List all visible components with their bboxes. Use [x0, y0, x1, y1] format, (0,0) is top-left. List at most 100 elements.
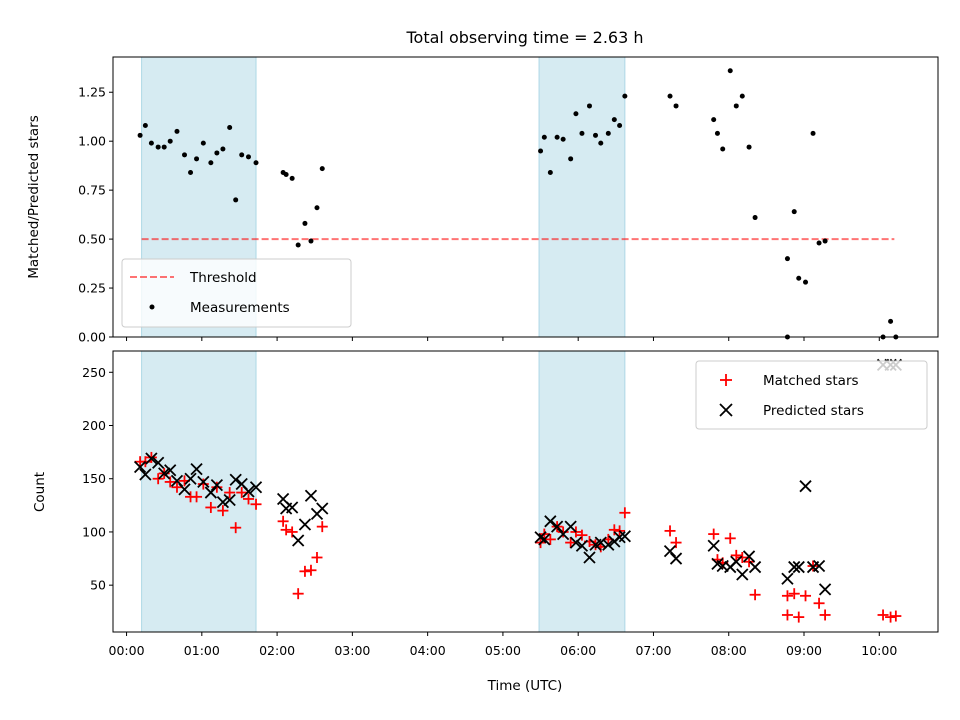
predicted-star-point — [178, 483, 191, 496]
measurement-point — [214, 150, 220, 156]
measurement-point — [253, 160, 259, 166]
ratio-panel-ylabel: Matched/Predicted stars — [26, 115, 42, 278]
matched-star-point — [743, 556, 755, 568]
predicted-star-point — [184, 472, 197, 485]
y-tick-label: 100 — [82, 524, 106, 539]
x-tick-label: 00:00 — [109, 643, 145, 658]
x-tick-label: 05:00 — [485, 643, 521, 658]
predicted-star-point — [210, 478, 224, 492]
measurement-point — [155, 144, 161, 150]
ratio-legend-box — [121, 258, 352, 328]
predicted-star-point — [669, 552, 683, 565]
count-panel-ylabel: Count — [32, 472, 48, 512]
measurement-point — [174, 128, 180, 134]
predicted-star-point — [139, 468, 152, 481]
predicted-star-stroke — [575, 539, 589, 552]
matched-star-point — [236, 487, 248, 499]
measurement-point — [568, 156, 574, 162]
count-legend-box — [695, 360, 928, 430]
predicted-star-point — [229, 473, 242, 486]
predicted-star-point — [575, 539, 589, 552]
shaded-interval-2 — [538, 350, 626, 633]
measurement-point — [752, 215, 758, 221]
matched-star-point — [217, 505, 229, 517]
matched-star-point — [305, 564, 317, 576]
predicted-star-stroke — [178, 483, 191, 496]
predicted-star-stroke — [602, 538, 615, 551]
ratio-panel-legend: Threshold Measurements — [121, 258, 352, 328]
y-tick-label: 200 — [82, 418, 106, 433]
matched-star-point — [565, 537, 577, 549]
predicted-star-point — [544, 515, 557, 528]
measurements-legend-label: Measurements — [190, 300, 290, 316]
x-axis-label: Time (UTC) — [487, 678, 563, 694]
measurement-point — [593, 132, 599, 138]
measurement-point — [586, 103, 592, 109]
predicted-star-point — [799, 480, 812, 493]
predicted-star-stroke — [204, 486, 217, 499]
predicted-star-point — [249, 481, 263, 494]
y-tick-label: 1.00 — [78, 134, 106, 149]
x-tick-label: 10:00 — [861, 643, 897, 658]
predicted-star-stroke — [216, 496, 230, 509]
matched-star-point — [800, 590, 812, 602]
measurement-point — [822, 238, 828, 244]
measurements-legend-swatch — [149, 304, 155, 310]
measurement-point — [308, 238, 314, 244]
predicted-star-point — [792, 560, 805, 574]
predicted-star-stroke — [164, 464, 177, 477]
measurement-point — [245, 154, 251, 160]
predicted-star-stroke — [564, 520, 577, 533]
measurement-point — [142, 123, 148, 129]
predicted-star-stroke — [139, 468, 152, 481]
matched-star-point — [619, 507, 631, 519]
predicted-star-point — [316, 502, 329, 515]
matched-star-point — [286, 526, 298, 538]
matched-star-point — [557, 526, 569, 538]
measurement-point — [888, 318, 894, 324]
predicted-star-point — [602, 538, 615, 551]
measurement-point — [239, 152, 245, 158]
predicted-star-point — [730, 555, 743, 568]
predicted-star-point — [736, 568, 749, 581]
measurement-point — [220, 146, 226, 152]
predicted-star-stroke — [133, 460, 147, 474]
predicted-star-point — [190, 463, 203, 476]
x-tick-label: 07:00 — [635, 643, 671, 658]
shaded-interval-1 — [141, 350, 257, 633]
count-panel-legend: Matched stars Predicted stars — [695, 360, 928, 430]
predicted-star-point — [564, 520, 577, 533]
matched-star-point — [877, 609, 889, 621]
predicted-star-stroke — [223, 493, 236, 507]
measurement-point — [137, 132, 143, 138]
measurement-point — [733, 103, 739, 109]
predicted-star-point — [550, 520, 564, 533]
y-tick-label: 0.25 — [78, 281, 106, 296]
predicted-star-point — [707, 539, 720, 552]
matched-star-point — [724, 532, 736, 544]
predicted-star-stroke — [730, 555, 743, 568]
measurement-point — [810, 130, 816, 136]
shaded-interval-2 — [538, 56, 626, 338]
matched-star-point — [152, 473, 164, 485]
matched-star-point — [890, 610, 902, 622]
measurement-point — [673, 103, 679, 109]
matched-star-point — [793, 611, 805, 623]
measurement-point — [289, 175, 295, 181]
predicted-star-stroke — [242, 485, 255, 498]
predicted-star-stroke — [799, 480, 812, 493]
matched-star-point — [544, 533, 556, 545]
predicted-star-stroke — [538, 533, 551, 546]
y-tick-label: 0.00 — [78, 330, 106, 345]
measurement-point — [617, 123, 623, 129]
predicted-star-point — [742, 550, 756, 563]
matched-star-point — [316, 521, 328, 533]
matched-star-point — [576, 529, 588, 541]
predicted-star-stroke — [550, 520, 564, 533]
measurement-point — [739, 93, 745, 99]
predicted-star-stroke — [792, 560, 805, 574]
predicted-star-point — [145, 452, 158, 465]
matched-star-point — [171, 481, 183, 493]
predicted-star-stroke — [197, 475, 210, 489]
